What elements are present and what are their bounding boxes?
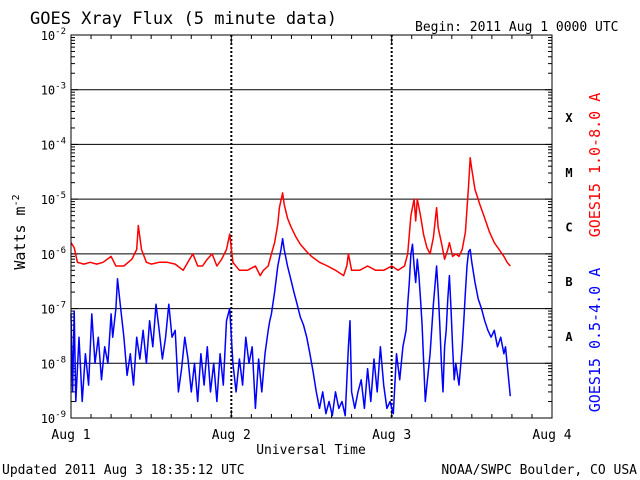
y-tick-base: 10 <box>41 193 55 207</box>
x-tick-label: Aug 2 <box>212 428 251 443</box>
y-tick-exponent: -6 <box>55 246 66 256</box>
y-tick-base: 10 <box>41 29 55 43</box>
series-line-short-wave <box>70 237 512 417</box>
y-tick-exponent: -9 <box>55 410 66 420</box>
flare-class-labels: A B C M X <box>565 111 573 344</box>
footer-credit: NOAA/SWPC Boulder, CO USA <box>441 463 637 478</box>
y-axis-title: Watts m-2 <box>11 194 29 269</box>
y-tick-exponent: -7 <box>55 301 66 311</box>
plot-frame <box>70 34 553 419</box>
y-tick-label: 10-5 <box>41 191 66 207</box>
flare-class-a: A <box>565 330 573 344</box>
x-tick-label: Aug 3 <box>372 428 411 443</box>
y-axis-title-text: Watts m <box>11 206 29 269</box>
y-tick-base: 10 <box>41 248 55 262</box>
y-tick-label: 10-2 <box>41 27 66 43</box>
chart-title: GOES Xray Flux (5 minute data) <box>30 9 337 29</box>
series-lines <box>70 157 512 417</box>
x-tick-label: Aug 4 <box>532 428 571 443</box>
grid-lines <box>71 89 552 364</box>
y-tick-base: 10 <box>41 303 55 317</box>
y-tick-exponent: -5 <box>55 191 66 201</box>
y-tick-exponent: -4 <box>55 136 66 146</box>
y-axis: 10-910-810-710-610-510-410-310-2 <box>41 27 552 426</box>
series-line-long-wave <box>70 157 511 277</box>
y-axis-title-superscript: -2 <box>11 194 22 206</box>
footer-updated: Updated 2011 Aug 3 18:35:12 UTC <box>2 463 245 478</box>
flare-class-b: B <box>565 275 572 289</box>
flare-class-x: X <box>565 111 573 125</box>
y-tick-label: 10-3 <box>41 82 66 98</box>
flare-class-c: C <box>565 221 572 235</box>
x-tick-label: Aug 1 <box>51 428 90 443</box>
legend-series-blue: GOES15 0.5-4.0 A <box>586 268 604 413</box>
y-tick-exponent: -3 <box>55 82 66 92</box>
flare-class-m: M <box>565 166 572 180</box>
y-tick-base: 10 <box>41 138 55 152</box>
y-tick-label: 10-7 <box>41 301 66 317</box>
begin-label: Begin: 2011 Aug 1 0000 UTC <box>415 20 619 35</box>
y-tick-exponent: -8 <box>55 355 66 365</box>
y-tick-label: 10-9 <box>41 410 66 426</box>
x-axis: Aug 1 Aug 2 Aug 3 Aug 4 <box>51 35 572 443</box>
x-axis-title: Universal Time <box>256 443 366 458</box>
y-tick-base: 10 <box>41 84 55 98</box>
y-tick-base: 10 <box>41 412 55 426</box>
y-tick-base: 10 <box>41 357 55 371</box>
y-tick-label: 10-4 <box>41 136 66 152</box>
y-tick-label: 10-8 <box>41 355 66 371</box>
legend-series-red: GOES15 1.0-8.0 A <box>586 93 604 238</box>
y-tick-exponent: -2 <box>55 27 66 37</box>
y-tick-label: 10-6 <box>41 246 66 262</box>
